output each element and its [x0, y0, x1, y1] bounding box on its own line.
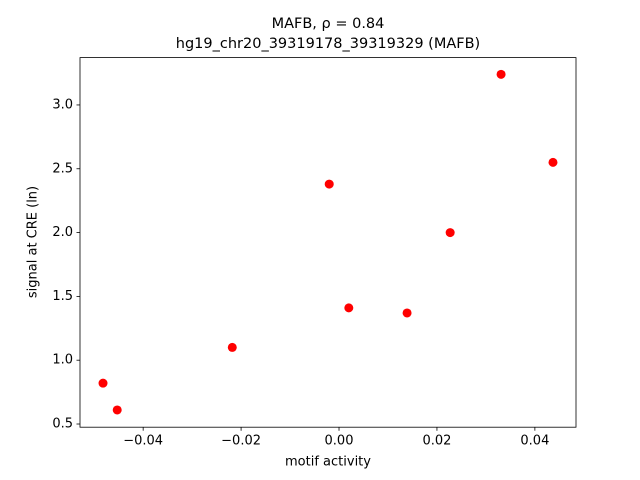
y-axis-label: signal at CRE (ln): [26, 186, 41, 298]
x-tick-label: −0.04: [123, 434, 163, 449]
point: [496, 69, 506, 79]
plot-frame: [79, 57, 577, 428]
point: [344, 303, 354, 313]
chart-title: MAFB, ρ = 0.84: [272, 16, 385, 32]
x-tick-label: 0.04: [520, 434, 549, 449]
y-tick-label: 3.0: [52, 97, 73, 112]
point: [98, 378, 108, 388]
x-tick-label: 0.00: [325, 434, 354, 449]
y-tick-label: 0.5: [52, 417, 73, 432]
y-tick-label: 1.0: [52, 353, 73, 368]
chart-subtitle: hg19_chr20_39319178_39319329 (MAFB): [176, 36, 480, 52]
point: [548, 157, 558, 167]
point: [324, 179, 334, 189]
point: [227, 342, 237, 352]
y-tick-label: 2.5: [52, 161, 73, 176]
y-tick-label: 2.0: [52, 225, 73, 240]
x-tick-label: 0.02: [422, 434, 451, 449]
x-axis-label: motif activity: [285, 455, 371, 470]
y-tick-label: 1.5: [52, 289, 73, 304]
point: [402, 308, 412, 318]
point: [112, 405, 122, 415]
x-tick-label: −0.02: [221, 434, 261, 449]
point: [445, 228, 455, 238]
